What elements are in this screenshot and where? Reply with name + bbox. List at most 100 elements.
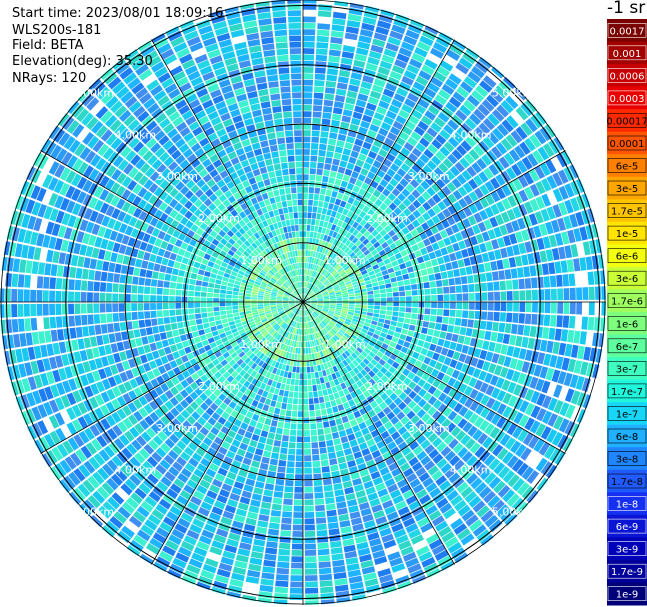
range-gate bbox=[335, 495, 346, 503]
range-gate bbox=[119, 274, 127, 284]
range-gate bbox=[297, 303, 302, 308]
range-gate bbox=[152, 368, 161, 378]
range-gate bbox=[201, 281, 209, 287]
range-gate bbox=[381, 343, 389, 350]
range-gate bbox=[289, 320, 294, 326]
range-gate bbox=[273, 491, 283, 498]
range-gate bbox=[423, 314, 430, 321]
range-gate bbox=[175, 383, 184, 392]
range-gate bbox=[367, 308, 374, 313]
range-gate bbox=[308, 391, 313, 398]
range-gate bbox=[407, 563, 422, 574]
range-gate bbox=[210, 366, 218, 375]
range-gate bbox=[333, 152, 342, 160]
range-gate bbox=[276, 48, 289, 56]
range-gate bbox=[443, 395, 453, 406]
range-gate bbox=[165, 266, 173, 274]
range-gate bbox=[501, 379, 511, 391]
range-gate bbox=[141, 431, 152, 443]
range-gate bbox=[321, 321, 327, 327]
range-gate bbox=[498, 322, 506, 333]
range-gate bbox=[243, 337, 251, 344]
range-gate bbox=[90, 383, 100, 395]
range-gate bbox=[361, 340, 368, 347]
range-gate bbox=[494, 302, 501, 311]
range-gate bbox=[376, 379, 385, 387]
range-gate bbox=[403, 467, 414, 478]
range-gate bbox=[380, 430, 390, 440]
range-gate bbox=[484, 331, 492, 341]
range-gate bbox=[301, 304, 303, 310]
range-gate bbox=[220, 310, 227, 316]
range-gate bbox=[232, 305, 239, 310]
range-gate bbox=[295, 302, 302, 304]
range-gate bbox=[293, 315, 298, 321]
range-gate bbox=[304, 518, 315, 525]
range-gate bbox=[147, 473, 159, 485]
range-gate bbox=[337, 404, 345, 412]
range-gate bbox=[150, 279, 158, 287]
range-gate bbox=[295, 302, 302, 305]
range-gate bbox=[72, 390, 82, 403]
range-gate bbox=[263, 49, 276, 57]
range-gate bbox=[326, 314, 333, 319]
range-gate bbox=[279, 214, 285, 221]
range-gate bbox=[300, 262, 303, 269]
range-gate bbox=[198, 329, 205, 336]
range-gate bbox=[106, 282, 113, 292]
range-gate bbox=[180, 512, 194, 523]
range-gate bbox=[264, 307, 271, 311]
range-gate bbox=[313, 365, 318, 372]
range-gate bbox=[338, 318, 345, 323]
range-gate bbox=[404, 451, 416, 462]
range-gate bbox=[100, 324, 108, 334]
range-gate bbox=[246, 284, 253, 289]
range-gate bbox=[79, 244, 88, 256]
range-gate bbox=[374, 302, 381, 306]
range-gate bbox=[264, 398, 272, 406]
range-gate bbox=[425, 482, 438, 493]
range-gate bbox=[237, 548, 251, 557]
range-gate bbox=[415, 419, 425, 429]
range-gate bbox=[214, 397, 223, 407]
range-gate bbox=[363, 390, 371, 398]
range-gate bbox=[373, 434, 383, 444]
range-gate bbox=[476, 505, 490, 518]
range-gate bbox=[384, 319, 391, 325]
range-gate bbox=[337, 456, 346, 464]
range-gate bbox=[311, 333, 316, 340]
range-gate bbox=[260, 578, 274, 586]
range-gate bbox=[334, 444, 343, 452]
range-gate bbox=[311, 212, 317, 219]
range-gate bbox=[258, 436, 267, 444]
range-gate bbox=[206, 490, 218, 500]
range-gate bbox=[224, 504, 237, 514]
range-gate bbox=[253, 454, 262, 462]
range-gate bbox=[293, 321, 297, 328]
range-gate bbox=[334, 198, 342, 206]
range-gate bbox=[54, 412, 65, 426]
range-gate bbox=[321, 118, 331, 126]
range-gate bbox=[294, 218, 299, 225]
range-gate bbox=[482, 340, 490, 350]
range-gate bbox=[220, 347, 228, 355]
range-gate bbox=[284, 338, 289, 345]
range-gate bbox=[300, 243, 303, 250]
range-gate bbox=[461, 468, 474, 481]
range-gate bbox=[330, 36, 343, 45]
range-gate bbox=[261, 456, 270, 464]
range-gate bbox=[474, 311, 481, 320]
range-gate bbox=[559, 386, 569, 401]
range-gate bbox=[288, 365, 293, 372]
range-gate bbox=[293, 398, 298, 405]
range-gate bbox=[314, 73, 326, 81]
range-gate bbox=[4, 288, 11, 302]
range-gate bbox=[295, 155, 302, 162]
range-gate bbox=[190, 273, 198, 280]
range-gate bbox=[506, 345, 515, 357]
range-gate bbox=[333, 483, 343, 491]
range-gate bbox=[282, 396, 288, 404]
range-gate bbox=[253, 487, 264, 495]
range-gate bbox=[518, 313, 525, 324]
range-gate bbox=[405, 557, 420, 568]
